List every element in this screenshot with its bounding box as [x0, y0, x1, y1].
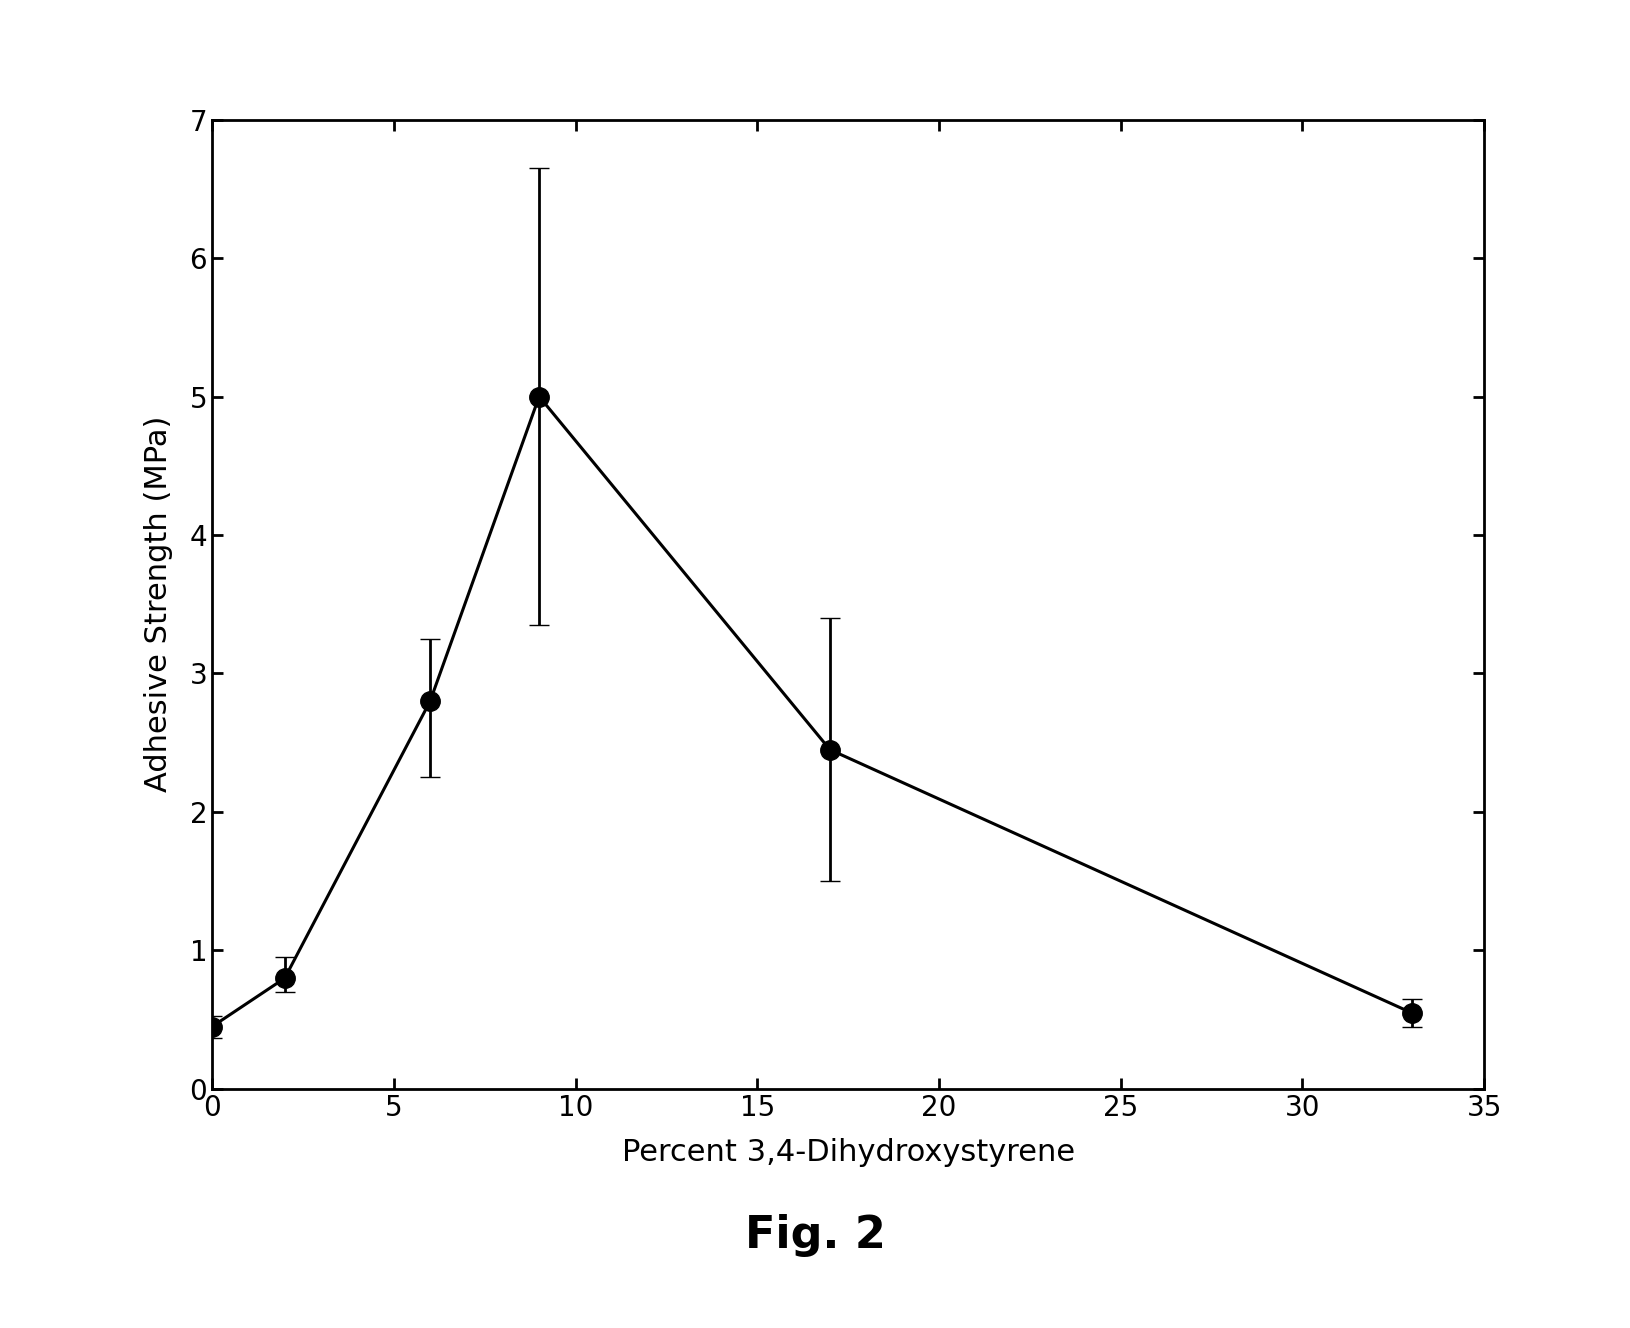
Y-axis label: Adhesive Strength (MPa): Adhesive Strength (MPa): [143, 416, 173, 793]
Text: Fig. 2: Fig. 2: [745, 1214, 885, 1256]
X-axis label: Percent 3,4-Dihydroxystyrene: Percent 3,4-Dihydroxystyrene: [621, 1138, 1074, 1167]
